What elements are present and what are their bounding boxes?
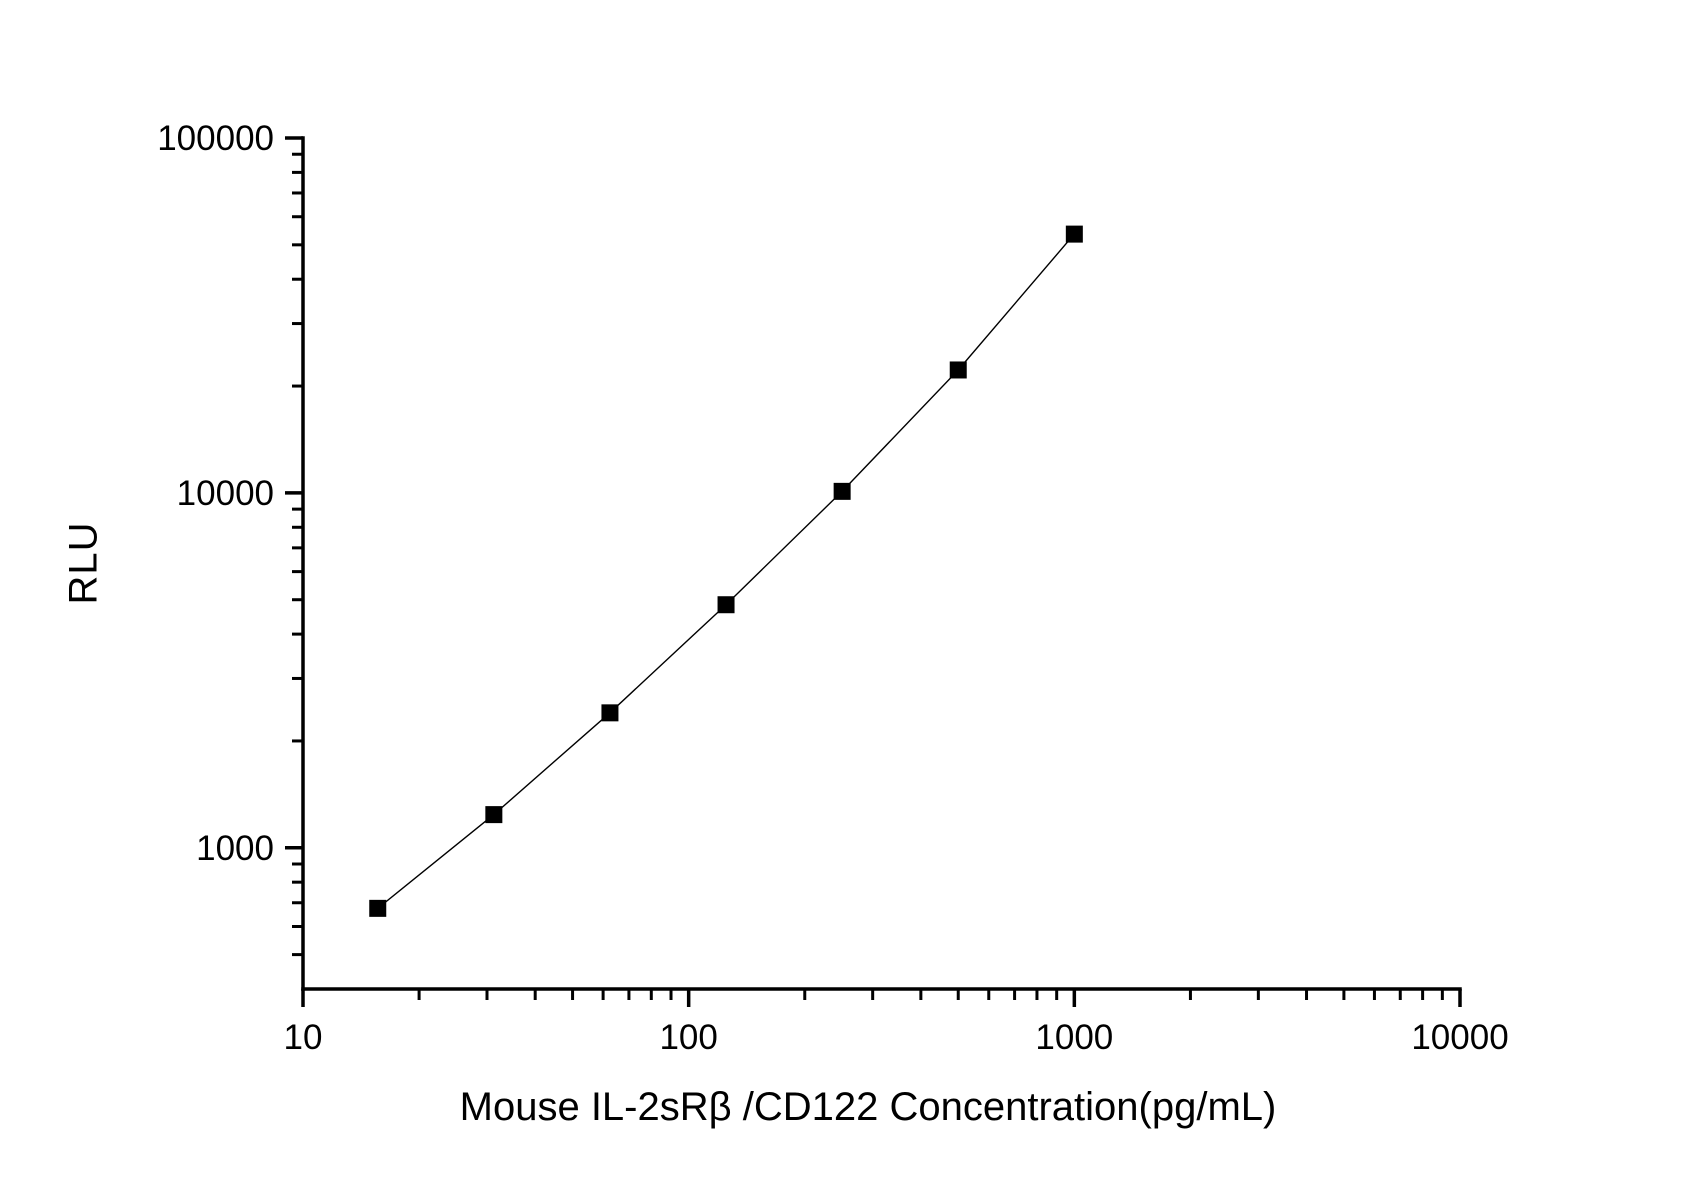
x-tick-label: 100 <box>659 1018 717 1057</box>
data-point-marker <box>1065 225 1083 243</box>
y-tick-label: 1000 <box>196 829 274 868</box>
y-tick-label: 100000 <box>157 119 274 158</box>
y-tick-label: 10000 <box>177 474 274 513</box>
data-point-marker <box>485 806 503 824</box>
x-tick-label: 1000 <box>1035 1018 1113 1057</box>
data-point-marker <box>717 596 735 614</box>
data-point-marker <box>833 482 851 500</box>
standard-curve-line <box>377 233 1075 909</box>
x-tick-label: 10 <box>284 1018 323 1057</box>
data-point-marker <box>949 361 967 379</box>
data-point-marker <box>369 899 387 917</box>
y-axis-title: RLU <box>61 521 106 605</box>
x-tick-label: 10000 <box>1411 1018 1508 1057</box>
data-point-marker <box>601 704 619 722</box>
x-axis-title: Mouse IL-2sRβ /CD122 Concentration(pg/mL… <box>459 1085 1277 1129</box>
